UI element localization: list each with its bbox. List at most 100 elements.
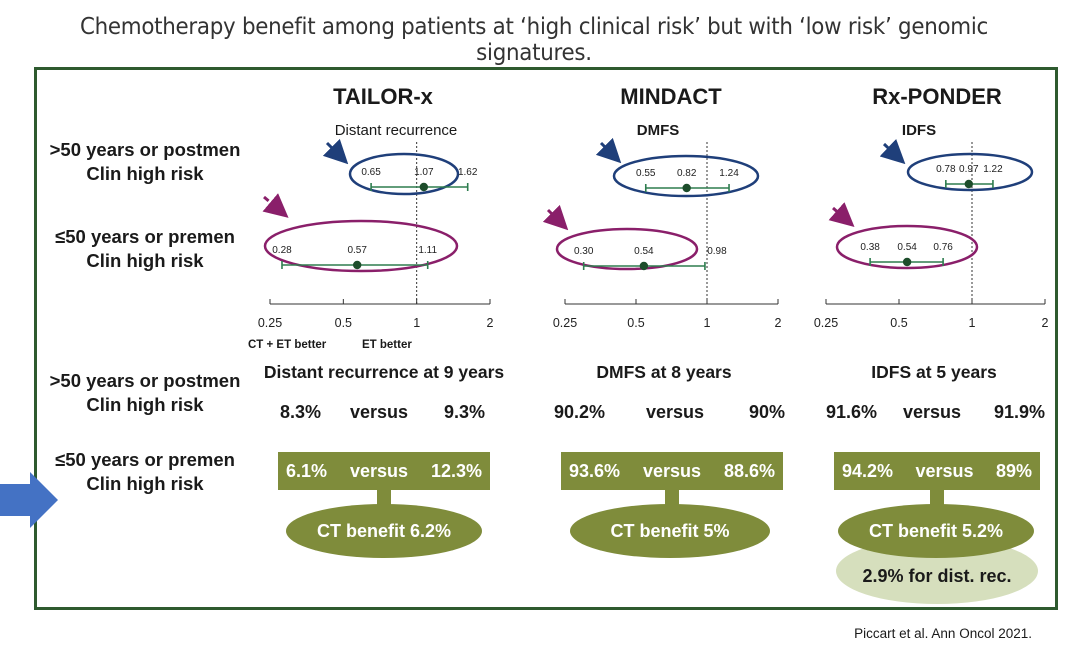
row-label-older-results-risk: Clin high risk [86,394,204,415]
younger-rxponder-vs: versus [915,460,974,481]
x-tick-label: 1 [969,316,976,330]
younger-mindact-a: 93.6% [569,460,621,481]
connector [377,490,391,506]
connector [930,490,944,506]
younger-mindact-b: 88.6% [723,460,775,481]
data-label: 0.78 [936,164,956,175]
younger-mindact-vs: versus [642,460,702,481]
data-label: 0.55 [636,168,656,179]
pointer-arrow-icon [595,137,622,164]
older-tailorx-a: 8.3% [280,402,322,422]
highlight-ellipse-younger [835,224,979,270]
row-label-older: >50 years or postmen Clin high risk [30,138,260,186]
older-rxponder-vs: versus [903,402,962,422]
point-estimate [352,260,362,270]
data-label: 0.65 [361,167,381,178]
highlight-ellipse-older [906,152,1034,192]
x-tick-label: 0.25 [258,316,282,330]
pointer-arrow-icon [542,204,569,231]
pointer-arrow-icon [322,138,349,165]
x-tick-label: 1 [704,316,711,330]
connector [665,490,679,506]
pointer-arrow-icon [879,138,906,165]
content-frame [34,67,1058,610]
endpoint-mindact: DMFS [636,122,680,139]
point-estimate [639,261,649,271]
younger-rxponder-a: 94.2% [842,460,894,481]
x-tick-label: 0.5 [890,316,907,330]
trial-title-rxponder: Rx-PONDER [872,84,1002,109]
highlight-ellipse-younger [555,227,699,271]
row-label-younger-results-risk: Clin high risk [86,473,204,494]
x-tick-label: 0.5 [627,316,644,330]
row-label-younger-results: ≤50 years or premen Clin high risk [30,448,260,496]
older-mindact-b: 90% [749,402,786,422]
x-tick-label: 0.25 [553,316,577,330]
slide-title: Chemotherapy benefit among patients at ‘… [79,14,989,66]
row-label-younger-risk: Clin high risk [86,250,204,271]
data-label: 0.38 [860,242,880,253]
row-label-older-group: >50 years or postmen [49,139,241,160]
data-label: 1.24 [719,168,739,179]
data-label: 0.82 [677,168,697,179]
data-label: 0.97 [959,164,979,175]
x-tick-label: 0.25 [814,316,838,330]
citation: Piccart et al. Ann Oncol 2021. [854,626,1032,641]
x-tick-label: 2 [775,316,782,330]
data-label: 1.62 [458,167,478,178]
data-label: 0.28 [272,245,292,256]
point-estimate [902,257,912,267]
highlight-ellipse-older [348,152,460,196]
data-label: 0.57 [347,245,367,256]
trial-title-tailorx: TAILOR-x [333,84,433,109]
older-rxponder-a: 91.6% [826,402,878,422]
data-label: 0.54 [634,246,654,257]
axis-note-left: CT + ET better [248,339,327,351]
x-tick-label: 0.5 [335,316,352,330]
x-tick-label: 1 [413,316,420,330]
younger-mindact-box: 93.6% versus 88.6% [561,452,783,490]
data-label: 0.76 [933,242,953,253]
row-label-younger: ≤50 years or premen Clin high risk [30,225,260,273]
benefit-mindact: CT benefit 5% [570,504,770,558]
point-estimate [964,179,973,189]
data-label: 1.07 [414,167,434,178]
results-header-mindact: DMFS at 8 years [596,362,732,382]
row-label-older-results-group: >50 years or postmen [49,370,241,391]
row-label-younger-group: ≤50 years or premen [55,226,235,247]
data-label: 0.54 [897,242,917,253]
row-label-older-results: >50 years or postmen Clin high risk [30,369,260,417]
older-tailorx-b: 9.3% [444,402,486,422]
data-label: 0.30 [574,246,594,257]
axis-note-right: ET better [362,339,412,351]
row-label-younger-results-group: ≤50 years or premen [55,449,235,470]
older-tailorx-vs: versus [350,402,409,422]
highlight-ellipse-older [612,154,760,198]
data-label: 0.98 [707,246,727,257]
data-label: 1.11 [418,245,437,256]
younger-rxponder-box: 94.2% versus 89% [834,452,1040,490]
row-label-older-risk: Clin high risk [86,163,204,184]
x-tick-label: 2 [1042,316,1049,330]
highlight-ellipse-younger [263,219,459,273]
pointer-arrow-icon [828,202,855,227]
data-label: 1.22 [983,164,1003,175]
results-header-rxponder: IDFS at 5 years [871,362,997,382]
older-mindact-a: 90.2% [554,402,606,422]
older-mindact-vs: versus [646,402,705,422]
big-blue-arrow-icon [0,472,58,528]
younger-rxponder-b: 89% [995,460,1032,481]
endpoint-tailorx: Distant recurrence [334,122,458,139]
benefit-rxponder: CT benefit 5.2% [838,504,1034,558]
point-estimate [419,182,429,192]
x-tick-label: 2 [487,316,494,330]
younger-tailorx-a: 6.1% [286,460,328,481]
point-estimate [682,183,691,193]
benefit-tailorx: CT benefit 6.2% [286,504,482,558]
pointer-arrow-dashed-icon [262,193,289,218]
older-rxponder-b: 91.9% [994,402,1046,422]
younger-tailorx-vs: versus [349,460,409,481]
trial-title-mindact: MINDACT [620,84,722,109]
results-header-tailorx: Distant recurrence at 9 years [263,362,505,382]
